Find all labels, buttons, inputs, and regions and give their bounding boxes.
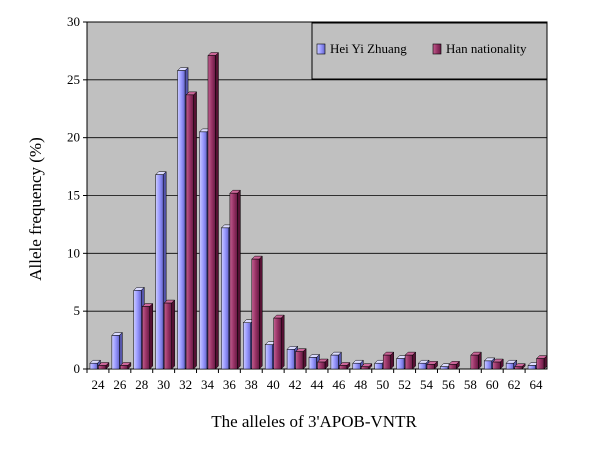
x-tick-label: 28 <box>135 377 148 392</box>
y-axis-title: Allele frequency (%) <box>26 137 45 280</box>
x-tick-label: 32 <box>179 377 192 392</box>
bar-han-nationality <box>535 354 548 370</box>
y-tick-label: 0 <box>74 361 81 376</box>
bar-han-nationality <box>514 363 526 370</box>
bar-han-nationality <box>251 255 263 370</box>
y-tick-label: 10 <box>67 245 80 260</box>
bar-han-nationality <box>338 361 351 370</box>
x-tick-label: 30 <box>157 377 170 392</box>
y-axis: 0 5 10 15 20 25 30 <box>67 14 87 376</box>
bar-han-nationality <box>185 91 198 370</box>
y-tick-label: 15 <box>67 188 80 203</box>
x-tick-label: 54 <box>420 377 434 392</box>
x-tick-label: 44 <box>311 377 325 392</box>
bar-han-nationality <box>426 360 439 370</box>
x-tick-label: 50 <box>376 377 389 392</box>
x-tick-label: 34 <box>201 377 215 392</box>
bar-han-nationality <box>207 51 220 370</box>
bar-han-nationality <box>492 358 504 370</box>
x-axis: 24 26 28 30 32 34 36 38 40 42 44 46 48 50 52 54 56 58 60 62… <box>86 369 544 392</box>
x-tick-label: 58 <box>464 377 477 392</box>
x-tick-label: 56 <box>442 377 456 392</box>
x-tick-label: 40 <box>267 377 280 392</box>
bar-han-nationality <box>97 361 110 370</box>
x-tick-label: 60 <box>486 377 499 392</box>
x-tick-label: 42 <box>289 377 302 392</box>
bar-han-nationality <box>316 358 329 370</box>
x-tick-label: 36 <box>223 377 237 392</box>
x-tick-label: 38 <box>245 377 258 392</box>
x-tick-label: 48 <box>354 377 367 392</box>
legend-label-han-nationality: Han nationality <box>446 41 527 56</box>
legend-label-hei-yi-zhuang: Hei Yi Zhuang <box>330 41 407 56</box>
bar-han-nationality <box>470 351 482 370</box>
legend-box <box>311 22 548 80</box>
legend-swatch-han-nationality <box>432 43 442 55</box>
x-axis-title: The alleles of 3'APOB-VNTR <box>211 412 417 431</box>
bar-han-nationality <box>294 348 307 370</box>
bars <box>89 51 548 370</box>
x-tick-label: 26 <box>113 377 127 392</box>
bar-han-nationality <box>404 351 417 370</box>
legend-swatch-hei-yi-zhuang <box>316 43 326 55</box>
bar-han-nationality <box>119 361 132 370</box>
x-tick-label: 52 <box>398 377 411 392</box>
x-tick-label: 24 <box>91 377 105 392</box>
bar-han-nationality <box>448 360 461 370</box>
legend: Hei Yi Zhuang Han nationality <box>311 22 548 80</box>
bar-han-nationality <box>141 302 154 370</box>
x-tick-label: 46 <box>332 377 346 392</box>
y-tick-label: 30 <box>67 14 80 29</box>
y-tick-label: 20 <box>67 130 80 145</box>
bar-han-nationality <box>273 314 285 370</box>
x-tick-label: 64 <box>530 377 544 392</box>
y-tick-label: 5 <box>74 303 81 318</box>
bar-han-nationality <box>163 299 176 370</box>
x-tick-label: 62 <box>508 377 521 392</box>
y-tick-label: 25 <box>67 72 80 87</box>
bar-han-nationality <box>360 363 373 370</box>
bar-han-nationality <box>229 189 241 370</box>
bar-hei-yi-zhuang <box>111 331 123 370</box>
bar-han-nationality <box>382 351 395 370</box>
